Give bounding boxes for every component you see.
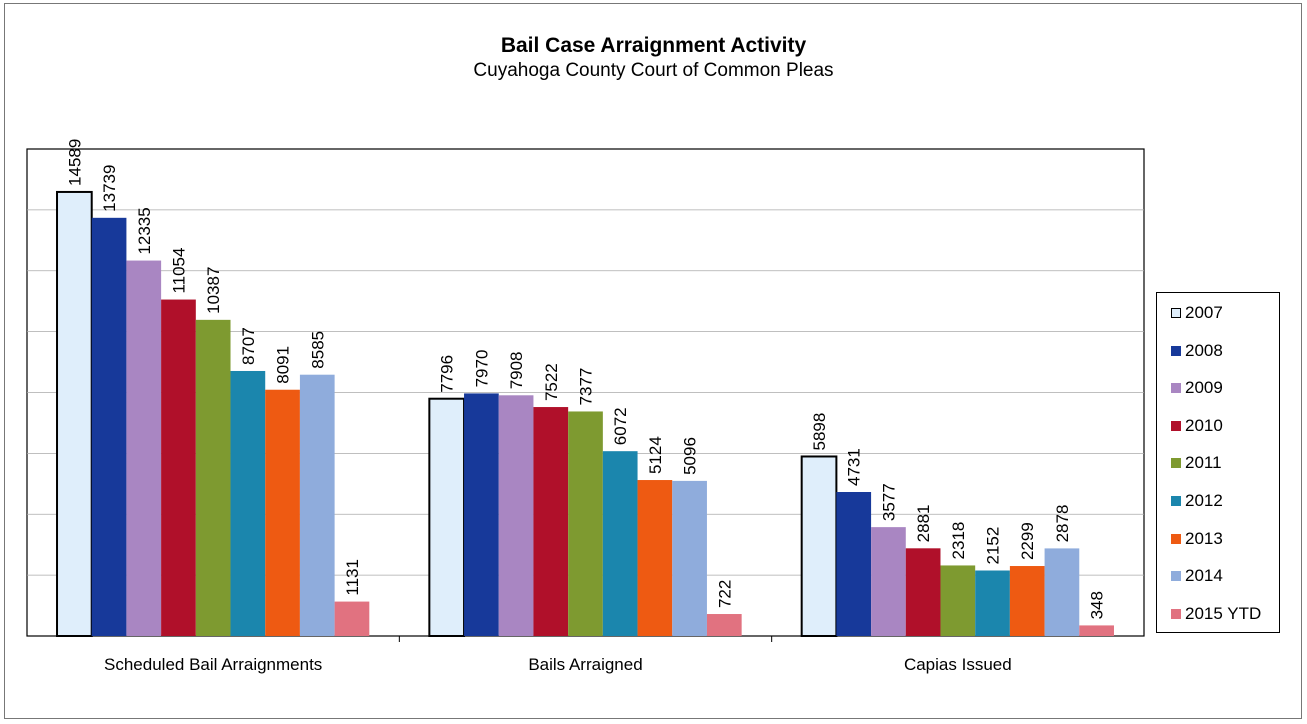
data-label: 10387 [204, 267, 223, 314]
data-label: 3577 [879, 483, 898, 521]
legend-swatch [1171, 496, 1181, 506]
legend-swatch [1171, 533, 1181, 544]
data-label: 7908 [507, 351, 526, 389]
legend-label: 2013 [1185, 528, 1223, 548]
legend-label: 2007 [1185, 303, 1223, 322]
bar-2015-ytd [706, 614, 742, 636]
bar-2013 [265, 389, 300, 636]
chart-subtitle: Cuyahoga County Court of Common Pleas [473, 60, 834, 81]
bar-2008 [91, 217, 127, 636]
data-label: 4731 [845, 448, 864, 486]
bar-2012 [230, 370, 266, 636]
legend-item: 2010 [1171, 416, 1223, 436]
data-label: 2881 [914, 504, 933, 542]
bar-2011 [940, 565, 976, 636]
legend-label: 2010 [1185, 415, 1223, 435]
legend-item: 2009 [1171, 378, 1223, 398]
bar-2012 [975, 570, 1010, 636]
data-label: 2152 [984, 527, 1003, 565]
legend-swatch [1171, 420, 1181, 431]
legend-item: 2013 [1171, 529, 1223, 549]
legend-label: 2008 [1185, 340, 1223, 360]
legend-label: 2011 [1185, 453, 1222, 473]
data-label: 348 [1088, 591, 1107, 619]
data-label: 2299 [1018, 522, 1037, 560]
legend-item: 2014 [1171, 566, 1223, 586]
data-label: 7796 [438, 355, 457, 393]
category-label: Capias Issued [904, 655, 1012, 674]
bar-2010 [161, 299, 196, 636]
data-label: 13739 [100, 165, 119, 212]
data-label: 2878 [1053, 505, 1072, 543]
legend-item: 2015 YTD [1171, 604, 1261, 624]
bar-2013 [637, 480, 673, 636]
chart-title: Bail Case Arraignment Activity [500, 34, 807, 57]
bar-2009 [871, 527, 906, 636]
bar-2007 [428, 397, 466, 638]
data-label: 5898 [810, 413, 829, 451]
legend-label: 2009 [1185, 378, 1223, 398]
legend-swatch [1171, 608, 1181, 619]
legend-item: 2011 [1171, 453, 1222, 473]
category-label: Bails Arraigned [528, 655, 642, 674]
data-label: 5096 [681, 437, 700, 475]
data-label: 7522 [542, 363, 561, 401]
legend-label: 2015 YTD [1185, 603, 1262, 623]
legend-swatch [1171, 571, 1181, 582]
bar-2015-ytd [334, 601, 370, 636]
bar-2011 [195, 319, 231, 636]
data-label: 8707 [239, 327, 258, 365]
bar-2010 [533, 407, 569, 636]
data-label: 6072 [611, 407, 630, 445]
bar-2015-ytd [1079, 625, 1114, 636]
bar-2008 [836, 492, 872, 636]
bar-2014 [672, 480, 707, 636]
bar-2009 [498, 395, 534, 636]
data-label: 5124 [646, 436, 665, 474]
bar-2008 [464, 393, 499, 636]
bar-2014 [299, 374, 335, 636]
bar-2010 [905, 548, 941, 636]
bar-2013 [1009, 566, 1045, 636]
data-label: 7970 [472, 350, 491, 388]
bar-2007 [800, 455, 838, 637]
data-label: 2318 [949, 522, 968, 560]
bar-2012 [602, 451, 638, 636]
bar-2007 [56, 190, 93, 637]
legend: 2007 2008 2009 2010 2011 2012 2013 2014 2015 YTD [1156, 292, 1280, 633]
legend-item: 2012 [1171, 491, 1223, 511]
legend-item: 2008 [1171, 341, 1223, 361]
legend-swatch [1171, 383, 1181, 394]
bar-2014 [1044, 548, 1080, 636]
bar-2011 [568, 411, 603, 636]
legend-label: 2012 [1185, 491, 1223, 510]
data-label: 1131 [343, 559, 362, 596]
data-label: 7377 [577, 368, 596, 406]
data-label: 11054 [169, 248, 188, 294]
data-label: 14589 [65, 139, 84, 186]
data-label: 8091 [274, 346, 293, 384]
legend-item: 2007 [1171, 303, 1223, 323]
legend-label: 2014 [1185, 566, 1223, 586]
category-label: Scheduled Bail Arraignments [104, 655, 322, 674]
legend-swatch [1171, 458, 1181, 469]
bar-2009 [126, 260, 162, 636]
legend-swatch [1171, 345, 1181, 356]
legend-swatch [1171, 308, 1181, 318]
data-label: 722 [715, 580, 734, 608]
data-label: 12335 [135, 207, 154, 254]
data-label: 8585 [308, 331, 327, 369]
